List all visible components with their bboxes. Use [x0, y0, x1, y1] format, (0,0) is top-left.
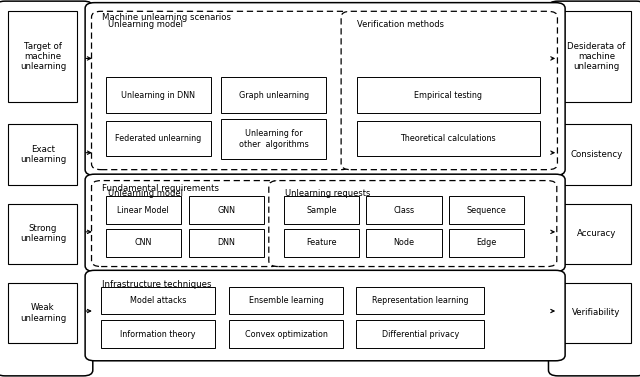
FancyBboxPatch shape — [356, 320, 484, 348]
Text: Fundamental requirements: Fundamental requirements — [102, 184, 220, 193]
FancyBboxPatch shape — [189, 196, 264, 224]
FancyBboxPatch shape — [357, 77, 540, 113]
Text: CNN: CNN — [134, 239, 152, 247]
FancyBboxPatch shape — [106, 196, 181, 224]
FancyBboxPatch shape — [221, 77, 326, 113]
Text: Differential privacy: Differential privacy — [382, 329, 459, 339]
FancyBboxPatch shape — [101, 320, 215, 348]
Text: Exact
unlearning: Exact unlearning — [20, 145, 66, 164]
Text: Information theory: Information theory — [120, 329, 196, 339]
FancyBboxPatch shape — [562, 283, 631, 343]
FancyBboxPatch shape — [341, 11, 557, 170]
Text: Federated unlearning: Federated unlearning — [115, 134, 202, 143]
FancyBboxPatch shape — [85, 174, 565, 271]
FancyBboxPatch shape — [101, 287, 215, 314]
Text: Desiderata of
machine
unlearning: Desiderata of machine unlearning — [567, 41, 626, 72]
Text: DNN: DNN — [218, 239, 236, 247]
Text: Graph unlearning: Graph unlearning — [239, 91, 308, 100]
FancyBboxPatch shape — [8, 124, 77, 185]
Text: Unlearning in DNN: Unlearning in DNN — [122, 91, 195, 100]
FancyBboxPatch shape — [8, 283, 77, 343]
Text: Edge: Edge — [476, 239, 497, 247]
Text: Sample: Sample — [306, 206, 337, 215]
Text: Unlearning requests: Unlearning requests — [285, 189, 370, 198]
Text: Class: Class — [393, 206, 415, 215]
Text: Consistency: Consistency — [570, 150, 623, 159]
Text: Weak
unlearning: Weak unlearning — [20, 303, 66, 323]
Text: Verifiability: Verifiability — [572, 308, 621, 317]
FancyBboxPatch shape — [85, 3, 565, 175]
FancyBboxPatch shape — [92, 181, 280, 267]
Text: Machine unlearning scenarios: Machine unlearning scenarios — [102, 13, 232, 22]
Text: Node: Node — [394, 239, 414, 247]
Text: Representation learning: Representation learning — [372, 296, 468, 305]
FancyBboxPatch shape — [106, 77, 211, 113]
FancyBboxPatch shape — [92, 11, 351, 170]
Text: Unlearning for
other  algorithms: Unlearning for other algorithms — [239, 129, 308, 149]
Text: Theoretical calculations: Theoretical calculations — [401, 134, 496, 143]
FancyBboxPatch shape — [269, 181, 557, 267]
FancyBboxPatch shape — [189, 229, 264, 257]
Text: Target of
machine
unlearning: Target of machine unlearning — [20, 41, 66, 72]
FancyBboxPatch shape — [366, 229, 442, 257]
FancyBboxPatch shape — [8, 204, 77, 264]
Text: Unlearning model: Unlearning model — [108, 20, 182, 29]
Text: Ensemble learning: Ensemble learning — [249, 296, 323, 305]
FancyBboxPatch shape — [0, 1, 93, 376]
FancyBboxPatch shape — [356, 287, 484, 314]
Text: Infrastructure techniques: Infrastructure techniques — [102, 280, 212, 290]
Text: Feature: Feature — [306, 239, 337, 247]
FancyBboxPatch shape — [85, 270, 565, 361]
FancyBboxPatch shape — [366, 196, 442, 224]
FancyBboxPatch shape — [449, 229, 524, 257]
Text: Model attacks: Model attacks — [130, 296, 186, 305]
FancyBboxPatch shape — [562, 11, 631, 102]
Text: Empirical testing: Empirical testing — [414, 91, 483, 100]
FancyBboxPatch shape — [8, 11, 77, 102]
Text: Linear Model: Linear Model — [118, 206, 169, 215]
FancyBboxPatch shape — [229, 320, 343, 348]
Text: Strong
unlearning: Strong unlearning — [20, 224, 66, 244]
FancyBboxPatch shape — [284, 196, 359, 224]
FancyBboxPatch shape — [229, 287, 343, 314]
Text: Accuracy: Accuracy — [577, 229, 616, 238]
FancyBboxPatch shape — [221, 119, 326, 159]
FancyBboxPatch shape — [357, 121, 540, 156]
Text: Sequence: Sequence — [467, 206, 506, 215]
FancyBboxPatch shape — [284, 229, 359, 257]
FancyBboxPatch shape — [562, 204, 631, 264]
Text: Unlearning model: Unlearning model — [108, 189, 182, 198]
FancyBboxPatch shape — [106, 229, 181, 257]
Text: GNN: GNN — [218, 206, 236, 215]
FancyBboxPatch shape — [106, 121, 211, 156]
FancyBboxPatch shape — [548, 1, 640, 376]
FancyBboxPatch shape — [449, 196, 524, 224]
Text: Convex optimization: Convex optimization — [244, 329, 328, 339]
Text: Verification methods: Verification methods — [357, 20, 444, 29]
FancyBboxPatch shape — [562, 124, 631, 185]
